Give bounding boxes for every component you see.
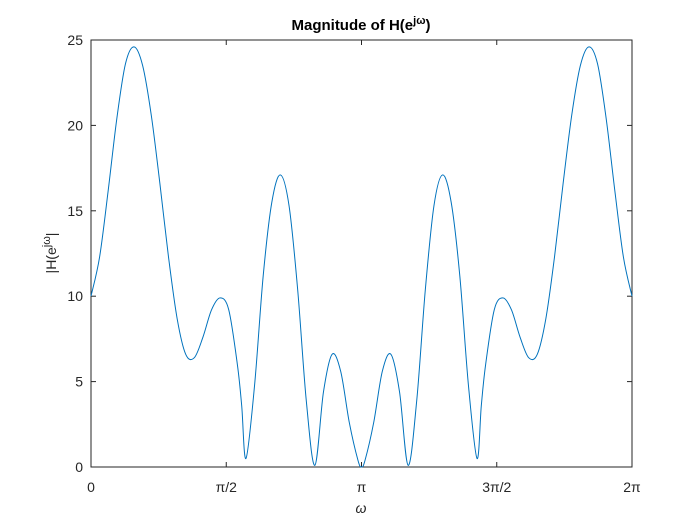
x-axis-label: ω [356,500,367,516]
x-tick-label: π [357,479,367,495]
y-axis-label-close: | [43,233,59,237]
x-tick-label: 2π [623,479,641,495]
y-axis-label-superscript: jω [41,236,53,248]
chart-title-close: ) [426,17,431,34]
y-axis-label: |H(ejω| [41,233,59,274]
chart-title: Magnitude of H(ejω) [291,15,430,34]
y-tick-label: 25 [67,32,83,48]
y-tick-label: 0 [75,459,83,475]
y-tick-label: 20 [67,117,83,133]
x-tick-label: 3π/2 [482,479,511,495]
axes-box [90,39,633,468]
y-tick-label: 10 [67,288,83,304]
series-line-magnitude [90,46,633,468]
y-tick-label: 15 [67,203,83,219]
x-axis-ticks: 0 π/2 π 3π/2 2π [87,40,641,495]
x-tick-label: π/2 [216,479,238,495]
y-axis-ticks: 0 5 10 15 20 25 [67,32,632,475]
y-tick-label: 5 [75,374,83,390]
x-tick-label: 0 [87,479,95,495]
chart-title-superscript: jω [412,15,425,27]
